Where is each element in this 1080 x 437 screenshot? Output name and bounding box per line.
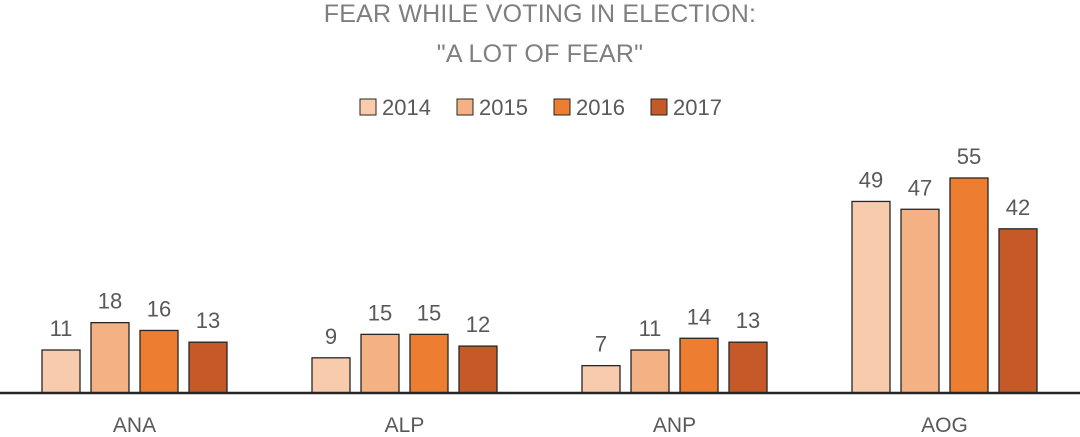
bar-ANA-2015 (90, 321, 130, 394)
legend-swatch-2015 (456, 98, 474, 116)
value-label-AOG-2014: 49 (859, 167, 883, 192)
bar-ANP-2015 (630, 349, 670, 394)
value-label-ALP-2016: 15 (417, 300, 441, 325)
legend-label-2017: 2017 (673, 95, 722, 120)
bar-ALP-2014 (311, 357, 351, 394)
legend-label-2015: 2015 (479, 95, 528, 120)
legend: 2014 2015 2016 2017 (359, 95, 722, 120)
category-label-ANA: ANA (113, 414, 156, 437)
value-label-ANA-2017: 13 (196, 308, 220, 333)
bar-ANP-2014 (581, 364, 621, 394)
bar-ANP-2016 (679, 337, 719, 394)
value-labels-group: 11 18 16 13 9 15 15 12 7 11 14 13 49 47 55 42 (50, 144, 1031, 357)
bar-AOG-2014 (851, 200, 891, 394)
value-label-ANP-2014: 7 (595, 332, 607, 357)
bar-AOG-2015 (900, 208, 940, 394)
value-label-ANP-2016: 14 (687, 304, 711, 329)
category-label-AOG: AOG (921, 414, 968, 437)
value-label-ANP-2015: 11 (639, 316, 662, 341)
bar-ALP-2017 (458, 345, 498, 394)
category-labels-group: ANA ALP ANP AOG (113, 414, 968, 437)
legend-label-2016: 2016 (576, 95, 625, 120)
value-label-ALP-2017: 12 (466, 312, 490, 337)
legend-label-2014: 2014 (382, 95, 431, 120)
chart-title-line-1: FEAR WHILE VOTING IN ELECTION: (324, 0, 756, 28)
bars-group (41, 177, 1038, 394)
value-label-ANA-2016: 16 (147, 296, 171, 321)
legend-swatch-2016 (553, 98, 571, 116)
value-label-AOG-2015: 47 (908, 175, 932, 200)
bar-AOG-2016 (949, 177, 989, 394)
bar-ANA-2017 (188, 341, 228, 394)
value-label-ANA-2015: 18 (98, 289, 122, 314)
value-label-ALP-2014: 9 (325, 324, 337, 349)
value-label-ALP-2015: 15 (368, 300, 392, 325)
category-label-ANP: ANP (653, 414, 696, 437)
category-label-ALP: ALP (385, 414, 425, 437)
legend-swatch-2017 (650, 98, 668, 116)
value-label-AOG-2017: 42 (1006, 195, 1030, 220)
value-label-ANP-2017: 13 (736, 308, 760, 333)
value-label-AOG-2016: 55 (957, 144, 981, 169)
bar-ALP-2015 (360, 333, 400, 394)
bar-AOG-2017 (998, 228, 1038, 394)
bar-ANA-2014 (41, 349, 81, 394)
legend-swatch-2014 (359, 98, 377, 116)
bar-ANA-2016 (139, 329, 179, 394)
bar-ALP-2016 (409, 333, 449, 394)
bar-ANP-2017 (728, 341, 768, 394)
chart-title-line-2: "A LOT OF FEAR" (437, 40, 643, 68)
value-label-ANA-2014: 11 (50, 316, 73, 341)
